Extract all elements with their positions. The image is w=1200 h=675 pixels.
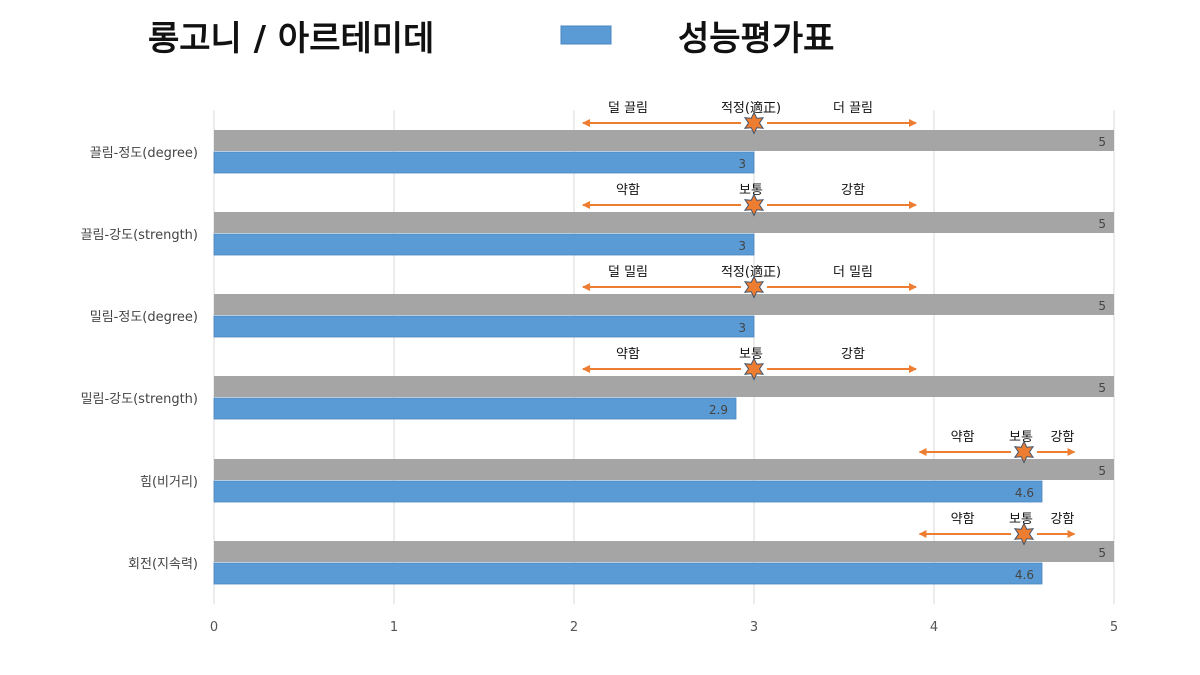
legend-swatch — [560, 25, 612, 45]
bar-score — [213, 562, 1043, 585]
bar-score — [213, 233, 755, 256]
x-tick-label: 4 — [930, 620, 938, 635]
scale-center-label: 적정(適正) — [721, 264, 781, 280]
x-tick-label: 0 — [210, 620, 218, 635]
star-icon — [1013, 522, 1035, 546]
scale-left-label: 덜 밀림 — [608, 265, 648, 280]
data-label-max: 5 — [1098, 464, 1106, 478]
scale-center-label: 보통 — [1009, 430, 1033, 445]
scale-left-label: 약함 — [616, 347, 640, 362]
x-tick-label: 5 — [1110, 620, 1118, 635]
category-label: 회전(지속력) — [128, 557, 198, 572]
scale-center-label: 보통 — [739, 183, 763, 198]
star-icon — [1013, 440, 1035, 464]
x-tick-label: 2 — [570, 620, 578, 635]
gridlines — [213, 110, 1115, 604]
category-label: 끌림-정도(degree) — [90, 146, 198, 161]
scale-left-label: 덜 끌림 — [608, 101, 648, 116]
category-label: 밀림-강도(strength) — [81, 392, 198, 407]
data-label-max: 5 — [1098, 299, 1106, 313]
scale-center-label: 보통 — [1009, 512, 1033, 527]
category-label: 밀림-정도(degree) — [90, 310, 198, 325]
scale-right-label: 더 밀림 — [833, 265, 873, 280]
bar-max — [214, 294, 1114, 315]
bars — [213, 130, 1114, 585]
data-label-score: 3 — [738, 239, 746, 253]
scale-left-label: 약함 — [951, 512, 975, 527]
category-label: 힘(비거리) — [140, 475, 198, 490]
bar-max — [214, 541, 1114, 562]
scale-right-label: 강함 — [841, 347, 865, 362]
scale-right-label: 강함 — [1050, 512, 1074, 527]
star-icon — [743, 275, 765, 299]
x-tick-label: 3 — [750, 620, 758, 635]
chart-title-right: 성능평가표 — [678, 19, 834, 59]
data-label-score: 4.6 — [1015, 486, 1034, 500]
data-label-max: 5 — [1098, 381, 1106, 395]
labels: 0 1 2 3 4 5 5 3 끌림-정도(degree) 5 3 끌림-강도(strength) 5 3… — [81, 135, 1119, 635]
data-label-max: 5 — [1098, 135, 1106, 149]
scale-center-label: 보통 — [739, 347, 763, 362]
bar-max — [214, 130, 1114, 151]
scale-left-label: 약함 — [616, 183, 640, 198]
data-label-score: 3 — [738, 321, 746, 335]
bar-max — [214, 376, 1114, 397]
star-icon — [743, 357, 765, 381]
scale-left-label: 약함 — [951, 430, 975, 445]
x-tick-label: 1 — [390, 620, 398, 635]
scale-right-label: 강함 — [1050, 430, 1074, 445]
chart-title-left: 롱고니 / 아르테미데 — [148, 19, 434, 59]
data-label-max: 5 — [1098, 546, 1106, 560]
scale-right-label: 강함 — [841, 183, 865, 198]
star-icon — [743, 111, 765, 135]
bar-score — [213, 315, 755, 338]
data-label-score: 3 — [738, 157, 746, 171]
data-label-max: 5 — [1098, 217, 1106, 231]
category-label: 끌림-강도(strength) — [81, 228, 198, 243]
star-icon — [743, 193, 765, 217]
bar-max — [214, 212, 1114, 233]
data-label-score: 2.9 — [709, 403, 728, 417]
data-label-score: 4.6 — [1015, 568, 1034, 582]
scale-center-label: 적정(適正) — [721, 100, 781, 116]
scale-right-label: 더 끌림 — [833, 101, 873, 116]
bar-score — [213, 397, 737, 420]
bar-score — [213, 151, 755, 174]
bar-max — [214, 459, 1114, 480]
bar-score — [213, 480, 1043, 503]
